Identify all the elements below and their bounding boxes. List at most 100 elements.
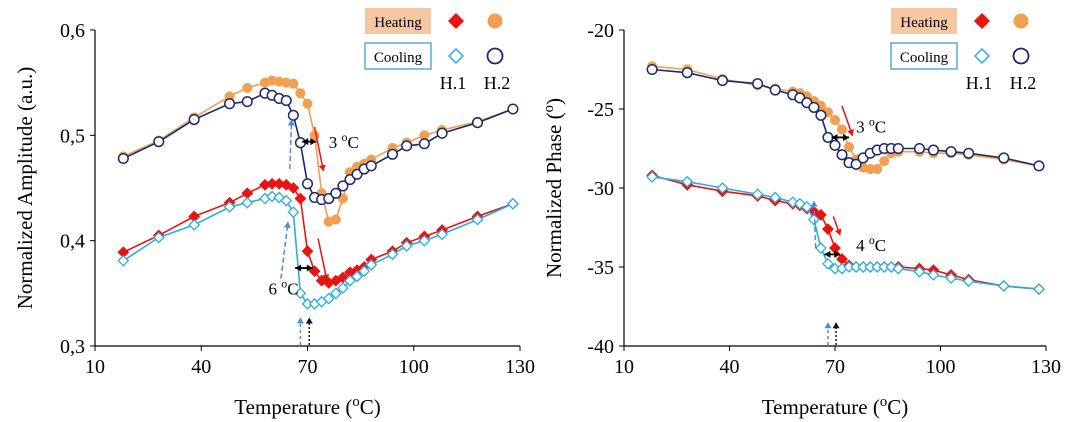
data-point	[963, 147, 975, 159]
x-tick-label: 10	[614, 356, 634, 378]
data-point	[280, 194, 293, 207]
data-point	[815, 242, 827, 254]
data-point	[681, 67, 693, 79]
data-point	[241, 196, 254, 209]
legend-cooling-h2-marker	[1012, 47, 1030, 65]
data-point	[365, 258, 378, 271]
data-point	[844, 141, 855, 152]
data-point	[287, 182, 300, 194]
data-point	[646, 63, 658, 76]
data-point	[913, 142, 925, 155]
data-point	[998, 152, 1010, 164]
y-tick-label: -35	[587, 257, 614, 279]
data-point	[892, 262, 905, 275]
heating-arrow-top-head	[847, 129, 854, 136]
data-point	[913, 265, 926, 278]
y-axis-title: Normalized Amplitude (a.u.)	[13, 67, 37, 310]
heating-arrow-bottom-head	[322, 274, 330, 281]
data-point	[401, 140, 413, 152]
data-point	[850, 158, 862, 170]
legend: Heating Cooling H.1 H.2	[364, 8, 511, 93]
series-cooling-h-2	[646, 63, 1045, 172]
series-heating-h-1	[646, 169, 1045, 296]
data-point	[117, 254, 130, 267]
x-tick-label: 40	[720, 356, 740, 378]
data-point	[1033, 283, 1045, 296]
data-point	[241, 187, 254, 200]
data-point	[879, 156, 890, 167]
data-point	[829, 115, 841, 126]
data-point	[241, 96, 253, 108]
data-point	[716, 182, 729, 194]
y-axis-title: Normalized Phase (o)	[541, 98, 566, 278]
legend-cooling-box	[364, 42, 432, 70]
data-point	[769, 191, 782, 204]
legend-heating-h2-marker	[1013, 13, 1029, 29]
legend-cooling-label: Cooling	[900, 50, 949, 66]
x-tick-label: 130	[1031, 356, 1061, 378]
data-point	[344, 274, 356, 287]
data-point	[681, 175, 694, 188]
data-point	[273, 177, 286, 190]
legend-col-h1: H.1	[440, 73, 467, 93]
onset-arrow-cooling-head	[296, 317, 304, 324]
data-point	[751, 188, 764, 201]
data-point	[302, 98, 313, 109]
annotation-3C: 3 oC	[856, 115, 886, 137]
data-point	[808, 101, 820, 113]
data-point	[152, 231, 165, 244]
x-tick-label: 100	[926, 356, 956, 378]
x-tick-label: 10	[85, 356, 105, 378]
data-point	[872, 163, 883, 175]
onset-arrow-heating-head	[832, 322, 840, 329]
y-tick-label: 0,4	[60, 231, 85, 253]
x-tick-label: 70	[825, 356, 845, 378]
cooling-arrow-top	[289, 119, 293, 170]
chart-panel-2: -40 -35 -30 -25 -20 10 40 70 100 130 Temperature (…	[541, 8, 1061, 419]
onset-arrow-cooling-head	[824, 322, 832, 329]
x-axis-title: Temperature (oC)	[762, 394, 908, 419]
cooling-arrow-top-head	[287, 119, 295, 126]
data-point	[365, 160, 377, 172]
data-point	[336, 282, 349, 294]
onset-arrow-heating-head	[305, 317, 313, 324]
x-tick-label: 130	[505, 356, 535, 378]
data-point	[351, 270, 364, 283]
series-heating-h-2	[118, 75, 518, 227]
data-point	[815, 208, 827, 221]
data-point	[507, 103, 519, 115]
gap-arrow-bottom-head-left	[295, 264, 302, 272]
data-point	[288, 78, 299, 89]
y-tick-label: -25	[587, 99, 614, 121]
gap-arrow-top-head-right	[843, 133, 850, 141]
legend-cooling-box	[890, 42, 958, 70]
heating-arrow-bottom	[317, 238, 328, 281]
series-line	[651, 174, 1040, 290]
legend-col-h2: H.2	[484, 73, 511, 93]
data-point	[436, 228, 449, 241]
y-tick-label: 0,5	[60, 125, 85, 147]
data-point	[337, 180, 349, 192]
data-point	[322, 292, 335, 305]
data-point	[945, 272, 957, 284]
data-point	[188, 113, 200, 126]
legend-heating-box	[365, 8, 431, 34]
data-point	[266, 190, 279, 203]
x-tick-label: 100	[399, 356, 429, 378]
data-point	[329, 287, 342, 300]
annotation-4C: 4 oC	[856, 233, 886, 255]
y-tick-label: -30	[587, 178, 614, 200]
data-point	[506, 197, 519, 210]
data-point	[386, 148, 399, 160]
x-tick-label: 40	[191, 356, 211, 378]
data-point	[224, 98, 236, 110]
data-point	[646, 171, 659, 183]
gap-arrow-bottom-head-right	[834, 250, 841, 258]
data-point	[836, 149, 848, 161]
data-point	[418, 234, 431, 247]
gap-arrow-top-head-left	[831, 133, 838, 141]
legend: Heating Cooling H.1 H.2	[890, 8, 1036, 93]
data-point	[188, 218, 201, 231]
